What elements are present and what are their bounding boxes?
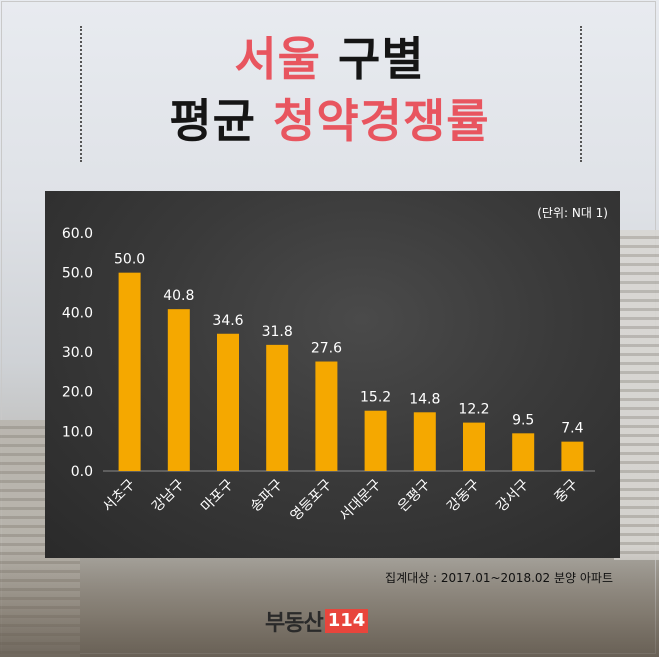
value-label: 9.5 <box>512 412 534 428</box>
title-competition-rate: 청약경쟁률 <box>273 94 490 148</box>
value-label: 12.2 <box>458 402 489 418</box>
bar-chart: 0.0 10.0 20.0 30.0 40.0 50.0 60.0 50.0 서초구 40.8 강남… <box>62 226 595 524</box>
bar <box>364 410 387 471</box>
logo-number: 114 <box>324 609 369 633</box>
logo: 부동산 114 <box>265 608 369 636</box>
value-label: 40.8 <box>163 288 194 304</box>
y-tick-label: 50.0 <box>62 266 93 282</box>
value-label: 7.4 <box>561 421 583 437</box>
x-tick-label: 강동구 <box>444 476 483 515</box>
building-right <box>614 230 659 560</box>
value-label: 14.8 <box>409 391 440 407</box>
bar <box>413 412 436 471</box>
bar <box>167 309 190 471</box>
y-tick-label: 0.0 <box>71 464 93 480</box>
bar <box>266 344 289 471</box>
x-tick-label: 서대문구 <box>337 476 385 524</box>
bar <box>217 333 239 471</box>
bar <box>512 433 535 471</box>
value-label: 31.8 <box>262 324 293 340</box>
dotted-line-right <box>580 26 582 162</box>
title-average: 평균 <box>169 94 256 148</box>
x-tick-label: 영등포구 <box>287 476 335 524</box>
x-tick-label: 강서구 <box>493 476 532 515</box>
x-tick-label: 강남구 <box>149 476 188 515</box>
logo-text: 부동산 <box>265 611 324 636</box>
chart-panel: (단위: N대 1) 0.0 10.0 20.0 30.0 40.0 50.0 60.0 50… <box>45 191 620 558</box>
trees-background <box>0 547 659 657</box>
x-tick-label: 중구 <box>552 476 582 506</box>
value-label: 15.2 <box>360 390 391 406</box>
bar <box>463 422 485 471</box>
dotted-line-left <box>80 26 82 162</box>
title-line-1: 서울 구별 <box>0 34 659 84</box>
x-tick-label: 서초구 <box>100 476 139 515</box>
value-label: 27.6 <box>311 341 342 357</box>
title-gubyeol: 구별 <box>338 32 425 86</box>
x-tick-label: 마포구 <box>198 476 237 515</box>
bar <box>315 361 338 471</box>
title-line-2: 평균 청약경쟁률 <box>0 96 659 146</box>
title-seoul: 서울 <box>234 32 321 86</box>
y-tick-label: 60.0 <box>62 226 93 242</box>
value-label: 50.0 <box>114 252 145 268</box>
x-tick-label: 송파구 <box>247 476 286 515</box>
y-tick-label: 30.0 <box>62 345 93 361</box>
source-note: 집계대상 : 2017.01~2018.02 분양 아파트 <box>385 571 613 585</box>
y-tick-label: 10.0 <box>62 424 93 440</box>
x-tick-label: 은평구 <box>395 476 434 515</box>
unit-note: (단위: N대 1) <box>537 206 608 220</box>
bar <box>118 272 141 471</box>
y-tick-label: 20.0 <box>62 385 93 401</box>
value-label: 34.6 <box>212 313 243 329</box>
bar <box>561 441 584 471</box>
y-tick-label: 40.0 <box>62 305 93 321</box>
